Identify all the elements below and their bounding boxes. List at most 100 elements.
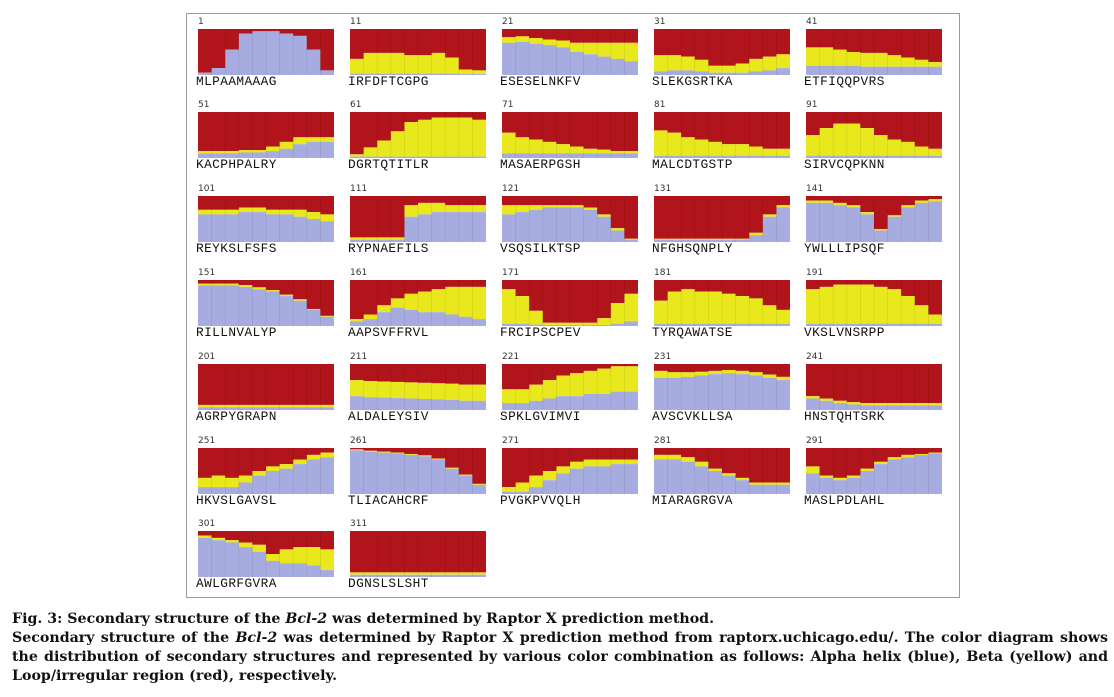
loop-bar (583, 280, 598, 323)
helix-bar (472, 156, 486, 158)
loop-bar (624, 112, 638, 152)
beta-bar (583, 42, 598, 55)
loop-bar (583, 196, 598, 208)
helix-bar (610, 391, 625, 410)
beta-bar (418, 291, 432, 313)
beta-bar (776, 482, 790, 485)
helix-bar (502, 323, 516, 326)
helix-bar (624, 464, 638, 494)
helix-bar (708, 323, 723, 326)
helix-bar (445, 73, 460, 75)
helix-bar (694, 466, 709, 494)
beta-bar (363, 237, 378, 240)
loop-bar (458, 448, 473, 475)
helix-bar (529, 153, 544, 158)
loop-bar (320, 196, 334, 215)
beta-bar (252, 287, 267, 290)
beta-bar (320, 404, 334, 408)
loop-bar (390, 448, 405, 453)
helix-bar (458, 400, 473, 410)
structure-plot (350, 196, 486, 242)
beta-bar (833, 400, 848, 404)
loop-bar (390, 280, 405, 299)
loop-bar (610, 112, 625, 152)
helix-bar (502, 491, 516, 494)
loop-bar (515, 280, 530, 297)
beta-bar (542, 380, 557, 399)
structure-plot (502, 280, 638, 326)
beta-bar (806, 466, 820, 474)
beta-bar (667, 238, 682, 240)
beta-bar (597, 214, 612, 217)
loop-bar (320, 364, 334, 405)
beta-bar (846, 52, 861, 66)
loop-bar (225, 280, 240, 284)
helix-bar (681, 155, 696, 158)
helix-bar (198, 72, 212, 75)
helix-bar (846, 155, 861, 158)
residue-sequence: AGRPYGRAPN (196, 409, 277, 424)
helix-bar (654, 459, 668, 494)
helix-bar (624, 391, 638, 410)
beta-bar (762, 56, 777, 71)
residue-sequence: SIRVCQPKNN (804, 157, 885, 172)
beta-bar (901, 454, 916, 458)
beta-bar (681, 457, 696, 462)
loop-bar (654, 448, 668, 455)
loop-bar (694, 112, 709, 140)
beta-bar (833, 123, 848, 156)
beta-bar (749, 372, 764, 376)
loop-bar (928, 196, 942, 200)
loop-bar (390, 531, 405, 573)
helix-bar (654, 377, 668, 410)
helix-bar (667, 377, 682, 410)
loop-bar (887, 364, 902, 404)
residue-sequence: RYPNAEFILS (348, 241, 429, 256)
beta-bar (667, 132, 682, 156)
helix-bar (583, 393, 598, 410)
helix-bar (749, 375, 764, 410)
loop-bar (722, 364, 736, 370)
beta-bar (681, 56, 696, 71)
beta-bar (597, 42, 612, 57)
helix-bar (570, 153, 584, 158)
loop-bar (806, 196, 820, 201)
beta-bar (458, 286, 473, 317)
helix-bar (887, 459, 902, 494)
residue-start-number: 141 (806, 184, 824, 194)
beta-bar (293, 209, 308, 217)
helix-bar (914, 405, 929, 410)
loop-bar (928, 364, 942, 404)
loop-bar (846, 364, 861, 403)
structure-plot (502, 29, 638, 75)
beta-bar (404, 453, 419, 455)
helix-bar (874, 405, 888, 410)
loop-bar (306, 29, 321, 50)
loop-bar (708, 196, 723, 239)
helix-bar (556, 396, 571, 410)
structure-plot (654, 29, 790, 75)
helix-bar (458, 316, 473, 326)
beta-bar (377, 451, 392, 453)
loop-bar (238, 196, 253, 208)
loop-bar (928, 29, 942, 63)
loop-bar (529, 448, 544, 476)
beta-bar (472, 384, 486, 401)
helix-bar (708, 72, 723, 75)
helix-bar (749, 155, 764, 158)
loop-bar (198, 531, 212, 536)
loop-bar (238, 280, 253, 286)
beta-bar (654, 238, 668, 240)
residue-sequence: DGNSLSLSHT (348, 576, 429, 591)
structure-panel: 1 MLPAAMAAAG (196, 17, 336, 97)
residue-sequence: VSQSILKTSP (500, 241, 581, 256)
beta-bar (529, 310, 544, 325)
helix-bar (762, 323, 777, 326)
helix-bar (225, 49, 240, 75)
helix-bar (654, 323, 668, 326)
loop-bar (458, 196, 473, 206)
loop-bar (266, 364, 280, 405)
loop-bar (762, 448, 777, 483)
residue-start-number: 201 (198, 352, 216, 362)
helix-bar (418, 456, 432, 494)
